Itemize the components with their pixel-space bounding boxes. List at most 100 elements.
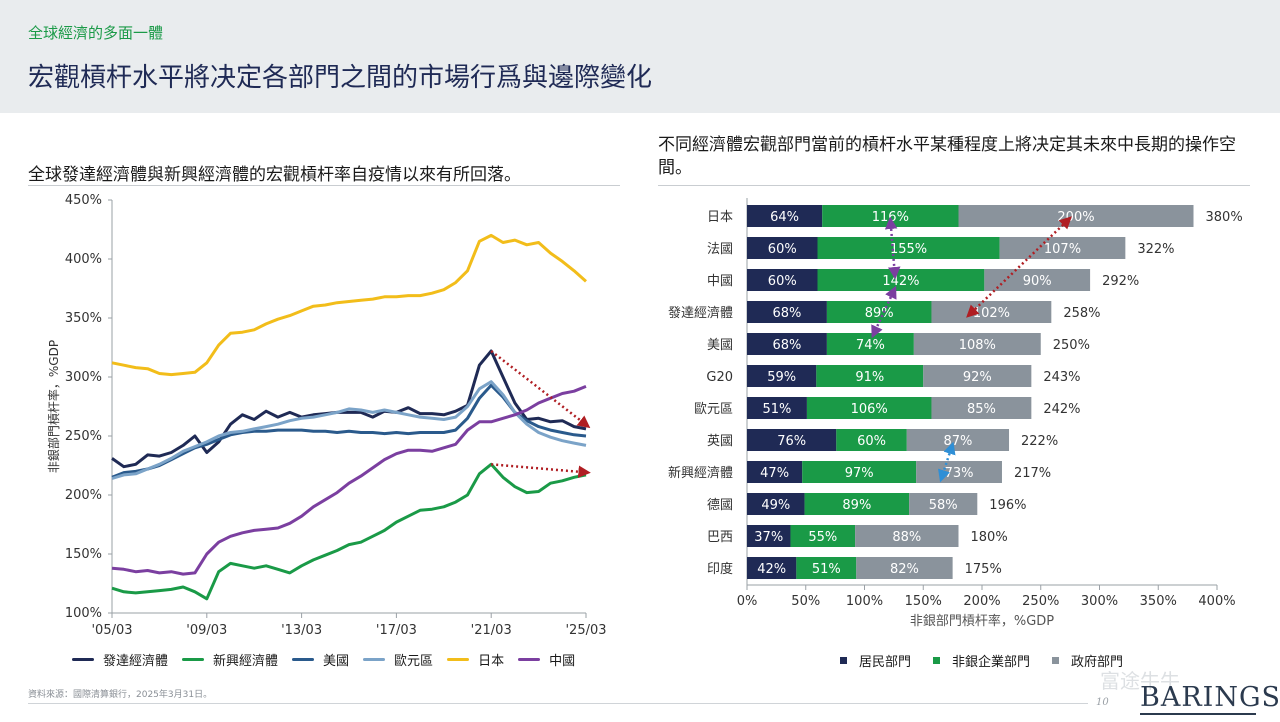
bar-segment (747, 429, 837, 451)
legend-label: 歐元區 (394, 654, 434, 669)
bar-segment (826, 333, 914, 355)
segment-value-label: 90% (1023, 274, 1052, 289)
y-tick-label: 450% (65, 193, 102, 208)
bar-segment (747, 269, 818, 291)
segment-value-label: 68% (772, 338, 801, 353)
total-label: 292% (1102, 274, 1139, 289)
left-subtitle-rule (28, 185, 620, 186)
x-tick-label: '25/03 (565, 623, 606, 638)
x-tick-label: 250% (1022, 594, 1059, 609)
compare-arrow-red (966, 216, 1072, 318)
bar-segment (931, 397, 1032, 419)
legend-item-government: 政府部門 (1052, 651, 1123, 670)
line-series (111, 349, 587, 469)
right-chart-subtitle: 不同經濟體宏觀部門當前的槓杆水平某種程度上將决定其未來中長期的操作空間。 (658, 135, 1236, 178)
line-series (111, 380, 587, 480)
segment-value-label: 51% (763, 402, 792, 417)
line-series (111, 385, 587, 576)
category-label: 德國 (707, 498, 733, 513)
category-label: 美國 (707, 338, 733, 353)
y-tick-label: 250% (65, 429, 102, 444)
total-label: 243% (1043, 370, 1080, 385)
line-chart-legend: 發達經濟體 新興經濟體 美國 歐元區 日本 中國 (72, 650, 589, 669)
x-tick-label: '09/03 (186, 623, 227, 638)
segment-value-label: 58% (929, 498, 958, 513)
segment-value-label: 59% (767, 370, 796, 385)
segment-value-label: 116% (872, 210, 909, 225)
header-band: 全球經濟的多面一體 宏觀槓杆水平將决定各部門之間的市場行爲與邊際變化 (0, 0, 1280, 113)
segment-value-label: 76% (777, 434, 806, 449)
segment-value-label: 85% (967, 402, 996, 417)
segment-value-label: 108% (959, 338, 996, 353)
legend-item-emerging: 新興經濟體 (182, 650, 278, 669)
total-label: 196% (989, 498, 1026, 513)
x-tick-label: 200% (963, 594, 1000, 609)
y-tick-label: 400% (65, 252, 102, 267)
bar-segment (802, 461, 917, 483)
segment-value-label: 68% (772, 306, 801, 321)
segment-value-label: 60% (768, 242, 797, 257)
segment-value-label: 102% (973, 306, 1010, 321)
legend-label: 新興經濟體 (213, 654, 279, 669)
segment-value-label: 73% (945, 466, 974, 481)
x-tick-label: 50% (791, 594, 820, 609)
bar-segment (836, 429, 907, 451)
trend-arrow-advanced (490, 350, 591, 429)
barings-logo: BARINGS (1140, 682, 1280, 713)
bar-segment (817, 269, 985, 291)
legend-swatch (182, 658, 205, 661)
x-tick-label: 400% (1198, 594, 1235, 609)
segment-value-label: 155% (890, 242, 927, 257)
legend-item-advanced: 發達經濟體 (72, 650, 168, 669)
segment-value-label: 87% (943, 434, 972, 449)
bar-segment (747, 301, 827, 323)
page-number: 10 (1096, 697, 1109, 708)
y-tick-label: 150% (65, 547, 102, 562)
legend-swatch (1052, 657, 1060, 664)
segment-value-label: 60% (768, 274, 797, 289)
bar-segment (817, 237, 1000, 259)
total-label: 180% (971, 530, 1008, 545)
line-series (111, 383, 587, 479)
bar-segment (855, 525, 959, 547)
segment-value-label: 49% (761, 498, 790, 513)
bar-chart-legend: 居民部門 非銀企業部門 政府部門 (840, 651, 1137, 670)
bar-segment (747, 461, 803, 483)
segment-value-label: 51% (812, 562, 841, 577)
total-label: 250% (1053, 338, 1090, 353)
total-label: 258% (1063, 306, 1100, 321)
segment-value-label: 106% (851, 402, 888, 417)
bar-segment (856, 557, 953, 579)
x-tick-label: 150% (905, 594, 942, 609)
legend-label: 非銀企業部門 (952, 655, 1031, 670)
segment-value-label: 91% (855, 370, 884, 385)
legend-item-nonfin-corp: 非銀企業部門 (933, 651, 1030, 670)
legend-swatch (933, 657, 941, 664)
bar-segment (923, 365, 1032, 387)
segment-value-label: 107% (1044, 242, 1081, 257)
source-note: 資料來源：國際清算銀行，2025年3月31日。 (28, 690, 213, 700)
segment-value-label: 82% (890, 562, 919, 577)
legend-label: 居民部門 (859, 655, 912, 670)
y-tick-label: 200% (65, 488, 102, 503)
line-series (111, 462, 587, 601)
x-tick-label: 100% (846, 594, 883, 609)
section-kicker: 全球經濟的多面一體 (28, 24, 164, 42)
legend-label: 政府部門 (1071, 655, 1124, 670)
category-label: G20 (706, 370, 733, 385)
bar-segment (822, 205, 959, 227)
legend-item-household: 居民部門 (840, 651, 911, 670)
legend-label: 中國 (549, 654, 576, 669)
legend-swatch (72, 658, 94, 661)
category-label: 法國 (707, 242, 733, 257)
bar-chart: 0% 50% 100% 150% 200% 250% 300% 350% 400% 非銀部門槓杆率… (668, 198, 1243, 629)
bar-segment (747, 333, 827, 355)
x-tick-label: '05/03 (91, 623, 132, 638)
legend-item-japan: 日本 (447, 650, 504, 669)
total-label: 242% (1043, 402, 1080, 417)
segment-value-label: 92% (963, 370, 992, 385)
bar-segment (747, 525, 791, 547)
bar-segment (909, 493, 978, 515)
segment-value-label: 89% (865, 306, 894, 321)
category-label: 印度 (707, 561, 733, 577)
